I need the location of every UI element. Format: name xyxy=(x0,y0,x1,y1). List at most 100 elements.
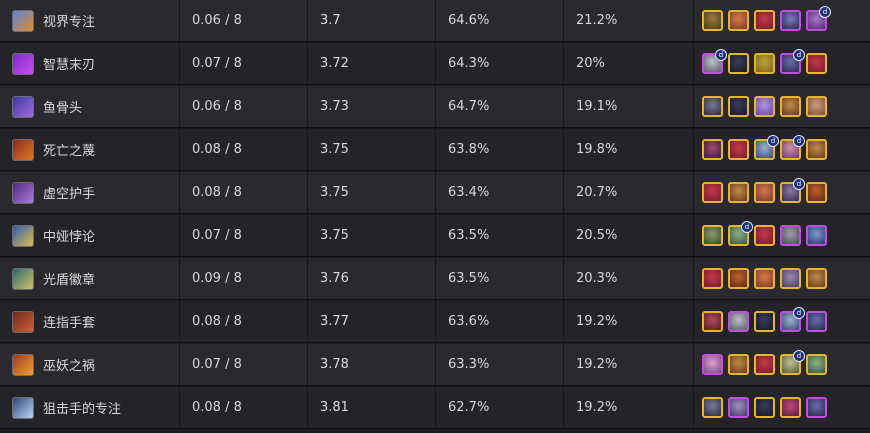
champion-portrait-icon[interactable] xyxy=(702,268,723,289)
champion-portrait-icon[interactable] xyxy=(754,311,775,332)
top4-rate-value: 62.7% xyxy=(436,387,564,428)
top4-rate-value: 63.6% xyxy=(436,301,564,342)
item-name: 智慧末刃 xyxy=(43,58,96,73)
item-name: 中娅悖论 xyxy=(43,230,96,245)
table-row[interactable]: 连指手套 0.08 / 8 3.77 63.6% 19.2% d xyxy=(0,301,870,343)
item-cell[interactable]: 光盾徽章 xyxy=(0,258,180,299)
table-row[interactable]: 死亡之蔑 0.08 / 8 3.75 63.8% 19.8% d d xyxy=(0,129,870,171)
champion-portrait-icon[interactable] xyxy=(806,182,827,203)
champion-portrait-icon[interactable] xyxy=(754,10,775,31)
item-cell[interactable]: 鱼骨头 xyxy=(0,86,180,127)
table-row[interactable]: 视界专注 0.06 / 8 3.7 64.6% 21.2% d xyxy=(0,0,870,42)
win-rate-value: 19.8% xyxy=(564,129,694,170)
champion-portrait-icon[interactable] xyxy=(702,139,723,160)
champion-portrait-icon[interactable]: d xyxy=(780,178,805,203)
champion-portrait-icon[interactable]: d xyxy=(754,135,779,160)
champion-portrait-icon[interactable] xyxy=(754,96,775,117)
champion-portrait-icon[interactable] xyxy=(780,10,801,31)
champion-portrait-icon[interactable] xyxy=(806,354,827,375)
unit-badge-icon: d xyxy=(793,135,805,147)
champion-portrait-icon[interactable] xyxy=(728,53,749,74)
item-cell[interactable]: 中娅悖论 xyxy=(0,215,180,256)
recommended-units: d xyxy=(694,215,870,256)
champion-portrait-icon[interactable] xyxy=(702,182,723,203)
champion-portrait-icon[interactable] xyxy=(702,311,723,332)
item-cell[interactable]: 智慧末刃 xyxy=(0,43,180,84)
champion-portrait-icon[interactable] xyxy=(754,354,775,375)
unit-badge-icon: d xyxy=(715,49,727,61)
table-row[interactable]: 巫妖之祸 0.07 / 8 3.78 63.3% 19.2% d xyxy=(0,344,870,386)
champion-portrait-icon[interactable] xyxy=(702,10,723,31)
avg-placement-value: 3.75 xyxy=(308,172,436,213)
champion-portrait-icon[interactable] xyxy=(728,354,749,375)
recommended-units xyxy=(694,258,870,299)
champion-portrait-icon[interactable] xyxy=(806,139,827,160)
champion-portrait-icon[interactable]: d xyxy=(780,135,805,160)
champion-portrait-icon[interactable] xyxy=(754,268,775,289)
champion-portrait-icon[interactable] xyxy=(702,225,723,246)
win-rate-value: 21.2% xyxy=(564,0,694,41)
win-rate-value: 19.2% xyxy=(564,301,694,342)
win-rate-value: 19.2% xyxy=(564,344,694,385)
avg-placement-value: 3.77 xyxy=(308,301,436,342)
champion-portrait-icon[interactable]: d xyxy=(702,49,727,74)
top4-rate-value: 63.3% xyxy=(436,344,564,385)
item-cell[interactable]: 死亡之蔑 xyxy=(0,129,180,170)
champion-portrait-icon[interactable] xyxy=(754,53,775,74)
top4-rate-value: 63.8% xyxy=(436,129,564,170)
frequency-value: 0.07 / 8 xyxy=(180,215,308,256)
champion-portrait-icon[interactable] xyxy=(806,268,827,289)
win-rate-value: 20.3% xyxy=(564,258,694,299)
champion-portrait-icon[interactable]: d xyxy=(780,350,805,375)
top4-rate-value: 64.3% xyxy=(436,43,564,84)
champion-portrait-icon[interactable] xyxy=(780,268,801,289)
champion-portrait-icon[interactable]: d xyxy=(780,49,805,74)
champion-portrait-icon[interactable] xyxy=(702,397,723,418)
champion-portrait-icon[interactable] xyxy=(754,397,775,418)
champion-portrait-icon[interactable] xyxy=(728,96,749,117)
champion-portrait-icon[interactable] xyxy=(806,96,827,117)
champion-portrait-icon[interactable] xyxy=(728,182,749,203)
champion-portrait-icon[interactable] xyxy=(806,397,827,418)
item-radiant-shield-icon xyxy=(12,267,34,290)
champion-portrait-icon[interactable] xyxy=(780,397,801,418)
champion-portrait-icon[interactable] xyxy=(754,182,775,203)
table-row[interactable]: 光盾徽章 0.09 / 8 3.76 63.5% 20.3% xyxy=(0,258,870,300)
champion-portrait-icon[interactable] xyxy=(806,311,827,332)
item-cell[interactable]: 巫妖之祸 xyxy=(0,344,180,385)
champion-portrait-icon[interactable] xyxy=(728,311,749,332)
champion-portrait-icon[interactable] xyxy=(702,354,723,375)
unit-badge-icon: d xyxy=(767,135,779,147)
champion-portrait-icon[interactable] xyxy=(780,96,801,117)
champion-portrait-icon[interactable] xyxy=(728,397,749,418)
champion-portrait-icon[interactable]: d xyxy=(728,221,753,246)
champion-portrait-icon[interactable] xyxy=(780,225,801,246)
champion-portrait-icon[interactable] xyxy=(754,225,775,246)
champion-portrait-icon[interactable] xyxy=(702,96,723,117)
unit-badge-icon: d xyxy=(793,307,805,319)
table-row[interactable]: 狙击手的专注 0.08 / 8 3.81 62.7% 19.2% xyxy=(0,387,870,429)
item-name: 连指手套 xyxy=(43,316,96,331)
champion-portrait-icon[interactable] xyxy=(728,268,749,289)
champion-portrait-icon[interactable] xyxy=(728,10,749,31)
frequency-value: 0.08 / 8 xyxy=(180,129,308,170)
frequency-value: 0.08 / 8 xyxy=(180,387,308,428)
item-cell[interactable]: 狙击手的专注 xyxy=(0,387,180,428)
champion-portrait-icon[interactable] xyxy=(806,53,827,74)
frequency-value: 0.06 / 8 xyxy=(180,86,308,127)
table-row[interactable]: 虚空护手 0.08 / 8 3.75 63.4% 20.7% d xyxy=(0,172,870,214)
item-cell[interactable]: 虚空护手 xyxy=(0,172,180,213)
champion-portrait-icon[interactable]: d xyxy=(806,6,831,31)
champion-portrait-icon[interactable] xyxy=(728,139,749,160)
champion-portrait-icon[interactable]: d xyxy=(780,307,805,332)
table-row[interactable]: 中娅悖论 0.07 / 8 3.75 63.5% 20.5% d xyxy=(0,215,870,257)
item-cell[interactable]: 连指手套 xyxy=(0,301,180,342)
champion-portrait-icon[interactable] xyxy=(806,225,827,246)
table-row[interactable]: 智慧末刃 0.07 / 8 3.72 64.3% 20% d d xyxy=(0,43,870,85)
avg-placement-value: 3.73 xyxy=(308,86,436,127)
recommended-units: d xyxy=(694,0,870,41)
item-cell[interactable]: 视界专注 xyxy=(0,0,180,41)
item-name: 巫妖之祸 xyxy=(43,359,96,374)
top4-rate-value: 63.5% xyxy=(436,215,564,256)
table-row[interactable]: 鱼骨头 0.06 / 8 3.73 64.7% 19.1% xyxy=(0,86,870,128)
